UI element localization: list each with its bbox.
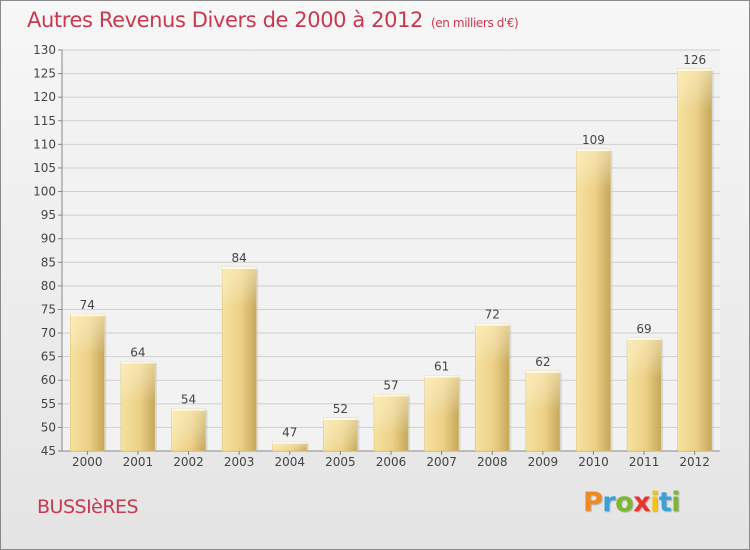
x-tick-label: 2001 — [123, 455, 154, 469]
y-tick-label: 45 — [41, 444, 56, 458]
bar-highlight — [272, 441, 307, 451]
bar-top-edge — [374, 394, 408, 397]
bar-highlight — [576, 149, 611, 190]
bar-top-edge — [120, 361, 155, 364]
bar-highlight — [323, 417, 358, 451]
bar-top-edge — [525, 370, 560, 373]
bar-value-label: 61 — [434, 360, 449, 374]
logo-letter: i — [671, 487, 681, 518]
x-tick-label: 2000 — [72, 455, 103, 469]
bar-top-edge — [627, 337, 662, 340]
y-tick-label: 60 — [41, 373, 56, 387]
y-tick-label: 120 — [33, 90, 56, 104]
bar-highlight — [424, 375, 459, 416]
bar-highlight — [70, 314, 105, 355]
logo-letter: i — [650, 487, 659, 518]
x-tick-label: 2008 — [477, 455, 508, 469]
bar-value-label: 126 — [683, 53, 706, 67]
chart-unit: (en milliers d'€) — [431, 16, 519, 30]
bar-value-label: 64 — [130, 345, 145, 359]
bar — [576, 148, 611, 452]
bar-value-label: 57 — [383, 378, 398, 392]
x-tick-label: 2007 — [426, 455, 457, 469]
x-tick-label: 2010 — [578, 455, 609, 469]
y-tick-label: 125 — [33, 67, 56, 81]
bar-highlight — [525, 370, 560, 411]
bar-top-edge — [171, 408, 206, 411]
bar-highlight — [475, 323, 510, 364]
y-tick-label: 95 — [41, 208, 56, 222]
y-tick-label: 100 — [33, 185, 56, 199]
bar-value-label: 84 — [232, 251, 247, 265]
bar-value-label: 62 — [535, 355, 550, 369]
y-tick-label: 90 — [41, 232, 56, 246]
logo-letter: o — [615, 487, 634, 518]
bar-top-edge — [576, 149, 611, 152]
bar-value-label: 69 — [636, 322, 651, 336]
bar-highlight — [120, 361, 155, 402]
bar-top-edge — [272, 441, 307, 444]
bar-value-label: 52 — [333, 402, 348, 416]
y-tick-label: 55 — [41, 397, 56, 411]
x-tick-label: 2004 — [274, 455, 305, 469]
x-tick-label: 2012 — [679, 455, 710, 469]
y-tick-label: 70 — [41, 326, 56, 340]
y-tick-label: 50 — [41, 420, 56, 434]
y-tick-label: 130 — [33, 43, 56, 57]
bar-value-label: 109 — [582, 133, 605, 147]
bar-highlight — [374, 394, 408, 435]
bar-highlight — [222, 267, 257, 308]
y-tick-label: 115 — [33, 114, 56, 128]
bar-top-edge — [70, 314, 105, 317]
logo-letter: t — [658, 487, 672, 518]
bar-value-label: 47 — [282, 426, 297, 440]
y-tick-label: 105 — [33, 161, 56, 175]
logo-letter: r — [602, 487, 616, 518]
x-tick-label: 2005 — [325, 455, 356, 469]
x-tick-label: 2009 — [528, 455, 559, 469]
bar-top-edge — [323, 417, 358, 420]
bar-top-edge — [475, 323, 510, 326]
commune-name: BUSSIèRES — [37, 496, 139, 518]
y-tick-label: 85 — [41, 255, 56, 269]
chart-title: Autres Revenus Divers de 2000 à 2012 (en … — [27, 8, 519, 32]
bar-top-edge — [424, 375, 459, 378]
x-tick-label: 2011 — [629, 455, 660, 469]
logo-letter: x — [633, 487, 651, 518]
y-tick-label: 80 — [41, 279, 56, 293]
bar-highlight — [627, 337, 662, 378]
bar — [677, 68, 712, 452]
y-tick-label: 65 — [41, 350, 56, 364]
y-tick-label: 110 — [33, 137, 56, 151]
bar-value-label: 72 — [485, 308, 500, 322]
bar-highlight — [171, 408, 206, 449]
bar-top-edge — [222, 267, 257, 270]
x-tick-label: 2006 — [376, 455, 407, 469]
chart-title-text: Autres Revenus Divers de 2000 à 2012 — [27, 8, 424, 32]
proxiti-logo: Proxiti — [583, 487, 681, 518]
logo-letter: P — [583, 487, 603, 518]
bar-value-label: 54 — [181, 393, 196, 407]
x-tick-label: 2003 — [224, 455, 255, 469]
bar-highlight — [677, 68, 712, 109]
x-tick-label: 2002 — [173, 455, 204, 469]
bar-top-edge — [677, 68, 712, 71]
bar-value-label: 74 — [80, 298, 95, 312]
y-tick-label: 75 — [41, 302, 56, 316]
